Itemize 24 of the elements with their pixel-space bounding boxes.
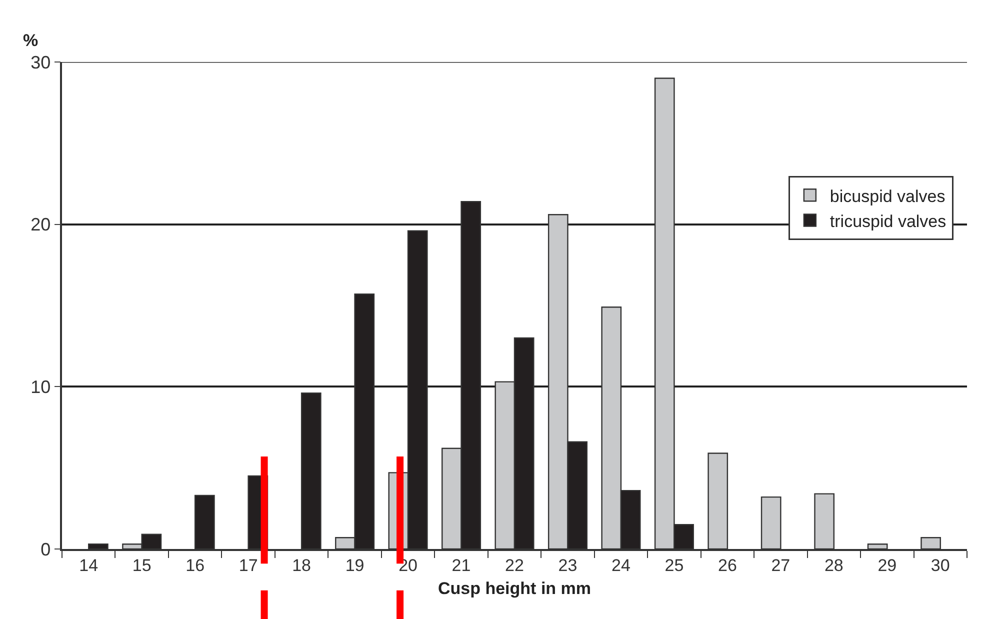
legend-label: tricuspid valves (830, 212, 946, 231)
x-tick-label: 19 (345, 556, 364, 576)
x-tick-label: 15 (132, 556, 152, 576)
y-tick-label: 30 (30, 52, 51, 72)
x-tick-label: 18 (292, 556, 312, 576)
legend-label: bicuspid valves (830, 186, 946, 206)
x-tick-label: 23 (558, 556, 578, 576)
y-tick-label: 10 (30, 376, 51, 397)
x-tick-label: 21 (452, 556, 471, 576)
x-tick-label: 25 (664, 556, 684, 576)
x-tick-label: 30 (930, 556, 950, 576)
y-axis-title: % (23, 31, 38, 50)
x-tick-label: 16 (186, 556, 205, 576)
x-tick-label: 27 (771, 556, 790, 576)
x-tick-label: 24 (612, 556, 630, 576)
x-tick-label: 14 (79, 556, 98, 576)
x-tick-label: 28 (824, 556, 844, 576)
x-axis-title: Cusp height in mm (438, 579, 591, 598)
x-tick-label: 26 (718, 556, 737, 576)
x-tick-label: 22 (505, 556, 524, 576)
x-tick-label: 17 (238, 556, 258, 576)
x-tick-label: 29 (878, 556, 897, 576)
y-tick-label: 0 (40, 539, 51, 560)
y-tick-label: 20 (30, 214, 51, 235)
